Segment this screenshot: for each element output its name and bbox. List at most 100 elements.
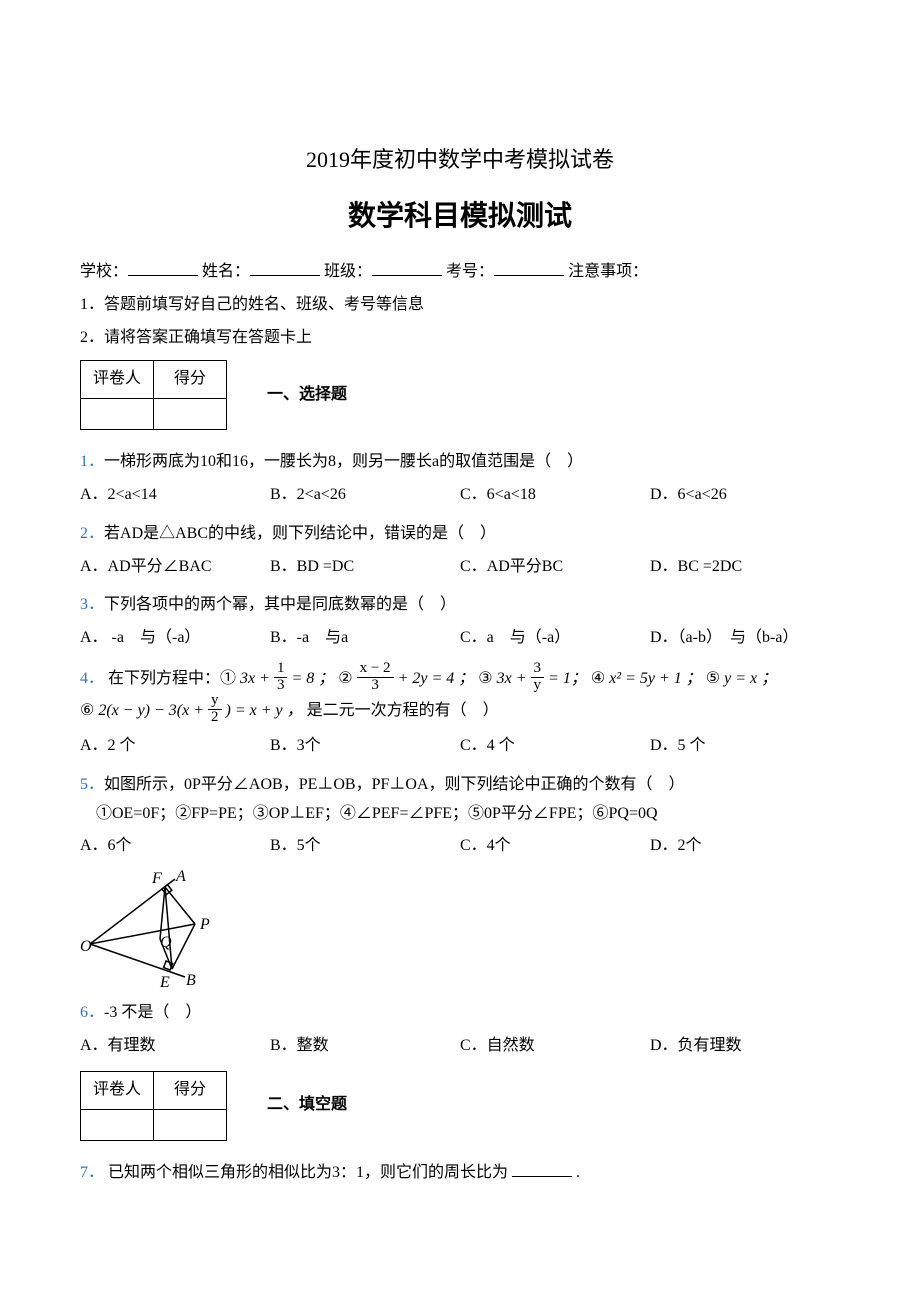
q4-opt-b[interactable]: B．3个 <box>270 732 460 761</box>
q4-eq3-frac: 3y <box>531 661 545 694</box>
q7-text-a: 已知两个相似三角形的相似比为3：1，则它们的周长比为 <box>108 1164 508 1181</box>
q4-eq3b: = 1； <box>548 670 587 687</box>
blank-examno[interactable] <box>494 259 564 276</box>
doc-subtitle: 2019年度初中数学中考模拟试卷 <box>80 140 840 180</box>
q5-opt-a[interactable]: A．6个 <box>80 832 270 861</box>
blank-school[interactable] <box>128 259 198 276</box>
q3-options: A． -a 与（-a） B．-a 与a C．a 与（-a） D．（a-b） 与（… <box>80 624 840 653</box>
q5-opt-d[interactable]: D．2个 <box>650 832 840 861</box>
q7-text-b: . <box>576 1164 580 1181</box>
q3-opt-a[interactable]: A． -a 与（-a） <box>80 624 270 653</box>
q4-eq5: y = x ； <box>724 670 777 687</box>
question-1: 1．一梯形两底为10和16，一腰长为8，则另一腰长a的取值范围是（ ） A．2<… <box>80 448 840 510</box>
lbl-E: E <box>159 974 170 989</box>
q4-eq2b: + 2y = 4 ； <box>398 670 475 687</box>
q4-lead: 在下列方程中：① <box>108 670 236 687</box>
q5-opt-c[interactable]: C．4个 <box>460 832 650 861</box>
lbl-B: B <box>186 972 196 989</box>
lbl-Q: Q <box>160 934 172 951</box>
label-examno: 考号： <box>446 263 494 280</box>
q4-eq3a: 3x + <box>497 670 527 687</box>
score-table-2: 评卷人得分 <box>80 1071 227 1141</box>
question-3: 3．下列各项中的两个幂，其中是同底数幂的是（ ） A． -a 与（-a） B．-… <box>80 591 840 653</box>
score2-col2: 得分 <box>154 1071 227 1109</box>
qnum-4: 4． <box>80 670 104 687</box>
score-cell-2[interactable] <box>154 399 227 430</box>
q4-t6: ⑥ <box>80 702 94 719</box>
q5-options: A．6个 B．5个 C．4个 D．2个 <box>80 832 840 861</box>
score-col2: 得分 <box>154 361 227 399</box>
q4-eq2-frac: x − 23 <box>357 661 394 694</box>
question-4: 4． 在下列方程中：① 3x + 13 = 8 ； ② x − 23 + 2y … <box>80 663 840 761</box>
q4-opt-d[interactable]: D．5 个 <box>650 732 840 761</box>
q6-options: A．有理数 B．整数 C．自然数 D．负有理数 <box>80 1032 840 1061</box>
score2-col1: 评卷人 <box>81 1071 154 1109</box>
label-notice: 注意事项： <box>568 263 648 280</box>
q2-opt-b[interactable]: B．BD =DC <box>270 553 460 582</box>
q4-options: A．2 个 B．3个 C．4 个 D．5 个 <box>80 732 840 761</box>
q1-opt-c[interactable]: C．6<a<18 <box>460 481 650 510</box>
q5-text: 如图所示，0P平分∠AOB，PE⊥OB，PF⊥OA，则下列结论中正确的个数有（ … <box>104 776 685 793</box>
q4-t3: ③ <box>478 670 492 687</box>
score-table: 评卷人得分 <box>80 360 227 430</box>
question-7: 7． 已知两个相似三角形的相似比为3：1，则它们的周长比为 . <box>80 1159 840 1188</box>
lbl-A: A <box>175 869 186 885</box>
q2-options: A．AD平分∠BAC B．BD =DC C．AD平分BC D．BC =2DC <box>80 553 840 582</box>
q2-opt-a[interactable]: A．AD平分∠BAC <box>80 553 270 582</box>
q4-t2: ② <box>338 670 352 687</box>
qnum-3: 3． <box>80 596 104 613</box>
section-2-row: 评卷人得分 二、填空题 <box>80 1071 840 1141</box>
q7-blank[interactable] <box>512 1160 572 1177</box>
blank-name[interactable] <box>250 259 320 276</box>
q6-text: -3 不是（ ） <box>104 1004 201 1021</box>
q4-opt-c[interactable]: C．4 个 <box>460 732 650 761</box>
score-cell-1[interactable] <box>81 399 154 430</box>
info-line: 学校： 姓名： 班级： 考号： 注意事项： <box>80 258 840 287</box>
exam-page: 2019年度初中数学中考模拟试卷 数学科目模拟测试 学校： 姓名： 班级： 考号… <box>0 0 920 1257</box>
section-2-title: 二、填空题 <box>267 1091 347 1120</box>
q5-opt-b[interactable]: B．5个 <box>270 832 460 861</box>
qnum-1: 1． <box>80 453 104 470</box>
q4-opt-a[interactable]: A．2 个 <box>80 732 270 761</box>
q4-t4: ④ <box>591 670 605 687</box>
qnum-2: 2． <box>80 525 104 542</box>
question-2: 2．若AD是△ABC的中线，则下列结论中，错误的是（ ） A．AD平分∠BAC … <box>80 520 840 582</box>
q2-opt-d[interactable]: D．BC =2DC <box>650 553 840 582</box>
q1-opt-d[interactable]: D．6<a<26 <box>650 481 840 510</box>
notice-2: 2．请将答案正确填写在答题卡上 <box>80 324 840 353</box>
q5-diagram: O F A P Q E B <box>80 869 240 989</box>
q1-options: A．2<a<14 B．2<a<26 C．6<a<18 D．6<a<26 <box>80 481 840 510</box>
question-5: 5．如图所示，0P平分∠AOB，PE⊥OB，PF⊥OA，则下列结论中正确的个数有… <box>80 771 840 989</box>
q2-text: 若AD是△ABC的中线，则下列结论中，错误的是（ ） <box>104 525 496 542</box>
q4-eq6-frac: y2 <box>208 693 222 726</box>
q6-opt-d[interactable]: D．负有理数 <box>650 1032 840 1061</box>
q3-opt-b[interactable]: B．-a 与a <box>270 624 460 653</box>
q4-eq6a: 2(x − y) − 3(x + <box>98 702 204 719</box>
q1-text: 一梯形两底为10和16，一腰长为8，则另一腰长a的取值范围是（ ） <box>104 453 583 470</box>
lbl-F: F <box>151 870 162 887</box>
notice-1: 1．答题前填写好自己的姓名、班级、考号等信息 <box>80 291 840 320</box>
q6-opt-c[interactable]: C．自然数 <box>460 1032 650 1061</box>
q3-opt-c[interactable]: C．a 与（-a） <box>460 624 650 653</box>
score-col1: 评卷人 <box>81 361 154 399</box>
q3-opt-d[interactable]: D．（a-b） 与（b-a） <box>650 624 840 653</box>
score2-cell-1[interactable] <box>81 1109 154 1140</box>
section-1-title: 一、选择题 <box>267 381 347 410</box>
q4-eq1b: = 8 ； <box>291 670 334 687</box>
label-school: 学校： <box>80 263 128 280</box>
q1-opt-a[interactable]: A．2<a<14 <box>80 481 270 510</box>
qnum-5: 5． <box>80 776 104 793</box>
q4-eq1-frac: 13 <box>274 661 288 694</box>
q2-opt-c[interactable]: C．AD平分BC <box>460 553 650 582</box>
q1-opt-b[interactable]: B．2<a<26 <box>270 481 460 510</box>
doc-title: 数学科目模拟测试 <box>80 192 840 242</box>
label-name: 姓名： <box>202 263 250 280</box>
section-1-row: 评卷人得分 一、选择题 <box>80 360 840 430</box>
q6-opt-b[interactable]: B．整数 <box>270 1032 460 1061</box>
q6-opt-a[interactable]: A．有理数 <box>80 1032 270 1061</box>
question-6: 6．-3 不是（ ） A．有理数 B．整数 C．自然数 D．负有理数 <box>80 999 840 1061</box>
qnum-7: 7． <box>80 1164 104 1181</box>
q3-text: 下列各项中的两个幂，其中是同底数幂的是（ ） <box>104 596 456 613</box>
score2-cell-2[interactable] <box>154 1109 227 1140</box>
blank-class[interactable] <box>372 259 442 276</box>
